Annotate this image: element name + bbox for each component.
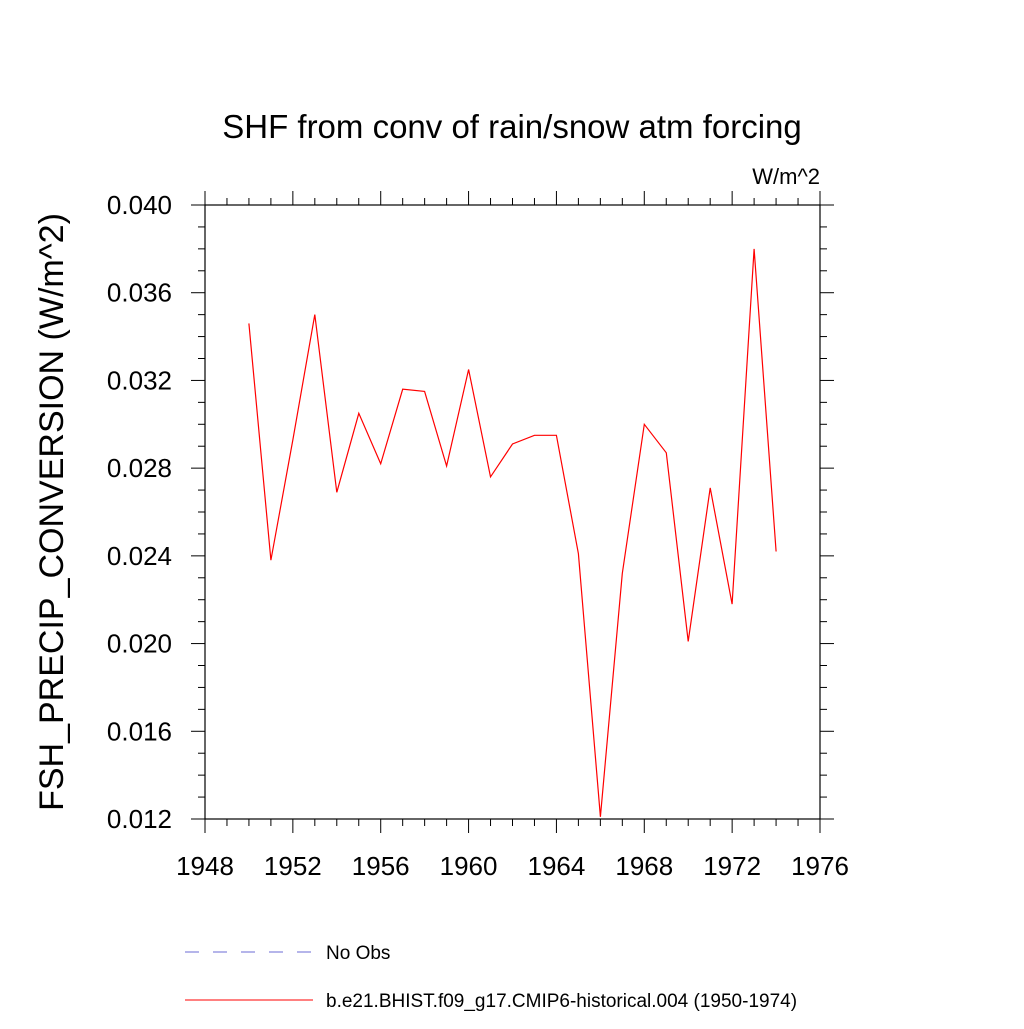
units-label: W/m^2 <box>752 164 820 189</box>
axis-ticks <box>191 191 834 833</box>
x-tick-label: 1948 <box>176 851 234 881</box>
y-tick-label: 0.040 <box>107 190 172 220</box>
x-tick-label: 1968 <box>615 851 673 881</box>
chart-title: SHF from conv of rain/snow atm forcing <box>222 108 802 145</box>
x-tick-label: 1964 <box>528 851 586 881</box>
y-tick-label: 0.032 <box>107 365 172 395</box>
x-tick-label: 1976 <box>791 851 849 881</box>
plot-border <box>204 204 821 820</box>
y-tick-label: 0.012 <box>107 804 172 834</box>
legend-label: b.e21.BHIST.f09_g17.CMIP6-historical.004… <box>326 991 797 1012</box>
series-line <box>248 248 777 817</box>
legend-label: No Obs <box>326 943 390 964</box>
x-tick-label: 1956 <box>352 851 410 881</box>
y-tick-label: 0.024 <box>107 541 172 571</box>
y-tick-label: 0.028 <box>107 453 172 483</box>
y-tick-label: 0.036 <box>107 278 172 308</box>
y-tick-label: 0.020 <box>107 629 172 659</box>
series-lines <box>248 248 777 817</box>
plot-frame <box>204 204 821 820</box>
legend: No Obs b.e21.BHIST.f09_g17.CMIP6-historic… <box>185 943 797 1012</box>
x-tick-label: 1960 <box>440 851 498 881</box>
x-tick-label: 1952 <box>264 851 322 881</box>
x-tick-label: 1972 <box>703 851 761 881</box>
y-axis-label: FSH_PRECIP_CONVERSION (W/m^2) <box>33 213 71 811</box>
y-tick-label: 0.016 <box>107 716 172 746</box>
tick-labels: 1948 1952 1956 1960 1964 1968 1972 1976 0.012 0.0… <box>107 190 849 881</box>
